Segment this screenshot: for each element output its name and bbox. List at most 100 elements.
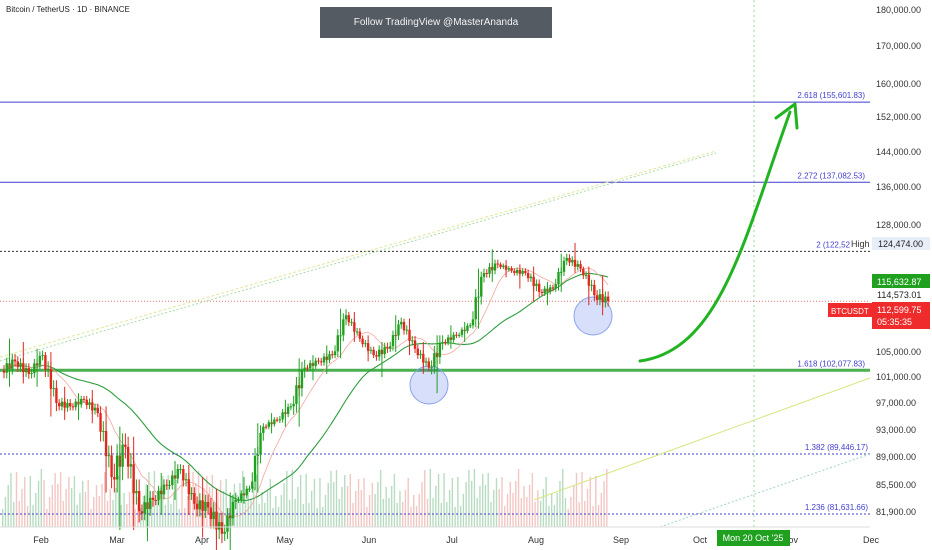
candle-body bbox=[16, 361, 19, 368]
candle-body bbox=[314, 360, 317, 366]
candle-body bbox=[253, 455, 257, 482]
volume-bar bbox=[2, 509, 4, 527]
volume-bar bbox=[468, 470, 470, 527]
candle-body bbox=[347, 315, 351, 323]
volume-bar bbox=[73, 476, 76, 527]
volume-bar bbox=[219, 480, 222, 527]
volume-bar bbox=[244, 500, 247, 527]
volume-bar bbox=[21, 489, 23, 527]
volume-bar bbox=[432, 498, 434, 527]
lower-channel-line bbox=[533, 377, 871, 501]
volume-bar bbox=[426, 499, 429, 527]
candle-body bbox=[372, 349, 375, 356]
candle-body bbox=[537, 283, 541, 292]
volume-bar bbox=[413, 495, 415, 527]
price-tick-label: 152,000.00 bbox=[876, 112, 921, 122]
volume-bar bbox=[578, 502, 580, 527]
candle-body bbox=[157, 490, 160, 501]
volume-bar bbox=[498, 489, 500, 527]
volume-bar bbox=[559, 481, 561, 527]
candle-body bbox=[264, 426, 268, 428]
candle-body bbox=[317, 360, 320, 362]
time-tick-label: Feb bbox=[33, 535, 49, 545]
volume-bar bbox=[402, 502, 404, 527]
candle-body bbox=[535, 283, 538, 287]
support-highlight-circle-aug bbox=[573, 296, 613, 336]
candle-body bbox=[182, 469, 185, 481]
volume-bar bbox=[322, 507, 324, 527]
volume-bar bbox=[32, 505, 34, 527]
candle-body bbox=[568, 257, 571, 263]
candle-body bbox=[606, 296, 610, 302]
volume-bar bbox=[490, 502, 492, 527]
candle-body bbox=[273, 419, 276, 425]
volume-bar bbox=[479, 486, 481, 527]
volume-bar bbox=[76, 505, 78, 527]
volume-bar bbox=[266, 491, 269, 527]
candle-body bbox=[441, 341, 444, 343]
price-tick-label: 93,000.00 bbox=[876, 425, 916, 435]
volume-bar bbox=[175, 480, 178, 527]
candle-body bbox=[220, 522, 224, 534]
volume-bar bbox=[280, 495, 283, 527]
follow-banner[interactable]: Follow TradingView @MasterAnanda bbox=[320, 7, 552, 38]
volume-bar bbox=[184, 508, 186, 527]
price-tick-label: 180,000.00 bbox=[876, 5, 921, 15]
volume-bar bbox=[562, 469, 564, 527]
volume-bar bbox=[48, 497, 51, 527]
candle-body bbox=[124, 444, 127, 447]
volume-bar bbox=[526, 497, 528, 527]
volume-bar bbox=[288, 500, 291, 527]
volume-bar bbox=[410, 507, 412, 527]
candle-body bbox=[113, 477, 116, 480]
candle-body bbox=[515, 269, 519, 273]
candle-body bbox=[562, 260, 566, 272]
candle-body bbox=[543, 288, 546, 294]
volume-bar bbox=[299, 475, 302, 527]
volume-bar bbox=[120, 505, 123, 527]
projection-arrow bbox=[638, 102, 799, 363]
time-tick-label: Jul bbox=[446, 535, 458, 545]
volume-bar bbox=[302, 504, 305, 527]
volume-bar bbox=[87, 480, 89, 527]
volume-bar bbox=[84, 492, 87, 527]
candle-body bbox=[204, 501, 207, 511]
high-tag-bg bbox=[872, 237, 930, 250]
crosshair-date-bg bbox=[717, 530, 790, 546]
volume-bar bbox=[537, 490, 539, 527]
candle-body bbox=[184, 479, 188, 481]
candle-body bbox=[557, 271, 560, 285]
volume-bar bbox=[217, 492, 219, 527]
candle-body bbox=[126, 446, 130, 467]
volume-bar bbox=[18, 501, 20, 527]
candle-body bbox=[71, 406, 75, 408]
candle-body bbox=[584, 274, 588, 276]
volume-bar bbox=[368, 495, 371, 527]
candle-body bbox=[151, 497, 155, 500]
upper-channel-line-2 bbox=[0, 152, 717, 362]
volume-bar bbox=[484, 485, 487, 527]
volume-bar bbox=[363, 478, 365, 527]
volume-bar bbox=[62, 501, 65, 527]
volume-bar bbox=[253, 487, 255, 527]
volume-bar bbox=[446, 502, 448, 527]
volume-bar bbox=[145, 484, 147, 527]
volume-bar bbox=[65, 489, 67, 527]
ticker-label: BTCUSDT bbox=[831, 307, 869, 316]
trend-lines bbox=[0, 150, 871, 528]
last-value: 112,599.75 bbox=[877, 305, 921, 315]
volume-bar bbox=[421, 482, 423, 527]
candle-body bbox=[342, 319, 345, 336]
price-axis[interactable]: 180,000.00 170,000.00 160,000.00 152,000.00… bbox=[876, 5, 921, 517]
candle-body bbox=[171, 475, 174, 485]
candle-body bbox=[493, 263, 497, 271]
fib-label: 1.618 (102,077.83) bbox=[797, 359, 865, 368]
candle-body bbox=[41, 355, 44, 357]
volume-bar bbox=[506, 494, 509, 527]
candle-body bbox=[52, 388, 55, 390]
candle-body bbox=[267, 422, 271, 427]
time-tick-label: Oct bbox=[693, 535, 708, 545]
time-axis[interactable]: Feb Mar Apr May Jun Jul Aug Sep Oct Nov Dec Mon 20 … bbox=[0, 526, 879, 546]
candle-body bbox=[226, 515, 229, 532]
